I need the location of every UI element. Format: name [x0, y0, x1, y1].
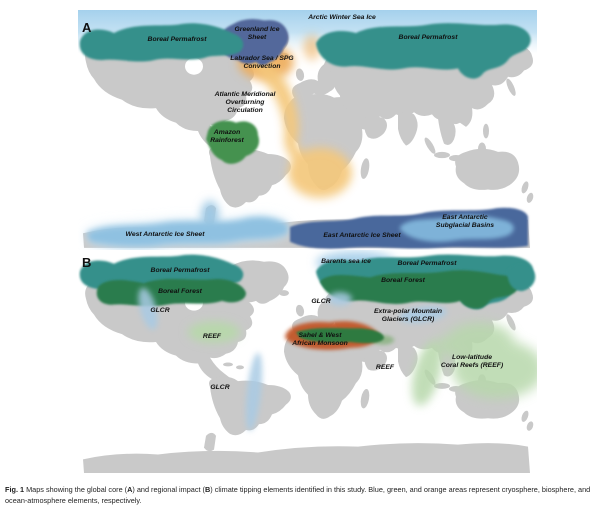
label-greenland-ice-sheet: Greenland Ice Sheet [234, 25, 280, 41]
panel-b: B Boreal Permafrost Boreal Forest GLCR R… [78, 250, 537, 475]
label-west-antarctic-ice-sheet: West Antarctic Ice Sheet [125, 230, 205, 238]
overlay-permafrost-east-tip [507, 264, 536, 292]
caption-bold-a: A [127, 485, 133, 494]
overlay-boreal-forest-eurasia [320, 270, 519, 309]
overlay-amazon-rainforest [206, 120, 260, 164]
caption-fig-label: Fig. 1 [5, 485, 25, 494]
label-arctic-winter-sea-ice: Arctic Winter Sea Ice [308, 13, 376, 21]
panel-a: A Arctic Winter Sea Ice Boreal Permafros… [78, 10, 537, 250]
label-boreal-permafrost-eurasia-b: Boreal Permafrost [397, 259, 457, 267]
overlay-boreal-forest-north-america [96, 279, 246, 307]
caption-text-3: ) climate tipping elements identified in… [5, 485, 591, 505]
label-barents-sea-ice: Barents sea ice [321, 257, 371, 265]
overlay-sahel-monsoon [285, 321, 394, 350]
label-boreal-permafrost-na-a: Boreal Permafrost [147, 35, 207, 43]
overlay-reef-indian-ocean [411, 340, 443, 406]
overlay-boreal-permafrost-north-america [79, 23, 244, 62]
panel-b-map-canvas [79, 250, 537, 474]
label-glcr-europe: GLCR [311, 297, 331, 305]
label-boreal-forest-eurasia: Boreal Forest [381, 276, 425, 284]
label-boreal-permafrost-eurasia-a: Boreal Permafrost [398, 33, 458, 41]
overlay-reef-caribbean [188, 321, 240, 343]
overlay-glcr-smudges [138, 287, 447, 431]
label-amoc: Atlantic Meridional Overturning Circulat… [214, 90, 276, 115]
overlay-east-antarctic-subglacial-basins [399, 214, 514, 242]
caption-text-2: ) and regional impact ( [132, 485, 205, 494]
figure-caption: Fig. 1 Maps showing the global core (A) … [5, 485, 604, 507]
label-low-latitude-coral-reefs: Low-latitude Coral Reefs (REEF) [440, 353, 504, 369]
label-boreal-permafrost-na-b: Boreal Permafrost [150, 266, 210, 274]
label-extra-polar-glaciers: Extra-polar Mountain Glaciers (GLCR) [374, 307, 442, 323]
label-reef-indian-ocean: REEF [375, 363, 395, 371]
label-reef-caribbean: REEF [202, 332, 222, 340]
label-amazon-rainforest: Amazon Rainforest [210, 128, 244, 144]
overlay-boreal-permafrost-eurasia [316, 23, 531, 79]
caption-bold-b: B [204, 485, 211, 494]
label-sahel-monsoon: Sahel & West African Monsoon [292, 331, 348, 347]
label-east-antarctic-subglacial-basins: East Antarctic Subglacial Basins [435, 213, 495, 229]
label-labrador-spg: Labrador Sea / SPG Convection [230, 54, 294, 70]
label-glcr-na: GLCR [150, 306, 170, 314]
overlay-west-antarctic-ice-sheet [86, 200, 288, 247]
caption-text-1: Maps showing the global core ( [24, 485, 128, 494]
panel-a-letter: A [82, 20, 92, 35]
panel-a-map-canvas [78, 10, 537, 249]
panel-b-letter: B [82, 255, 92, 270]
overlay-greenland-ice-sheet [219, 19, 289, 66]
label-glcr-andes: GLCR [210, 383, 230, 391]
overlay-low-latitude-coral-reefs [436, 322, 537, 399]
label-boreal-forest-na: Boreal Forest [158, 287, 202, 295]
label-east-antarctic-ice-sheet: East Antarctic Ice Sheet [323, 231, 401, 239]
overlay-amoc [248, 53, 352, 198]
